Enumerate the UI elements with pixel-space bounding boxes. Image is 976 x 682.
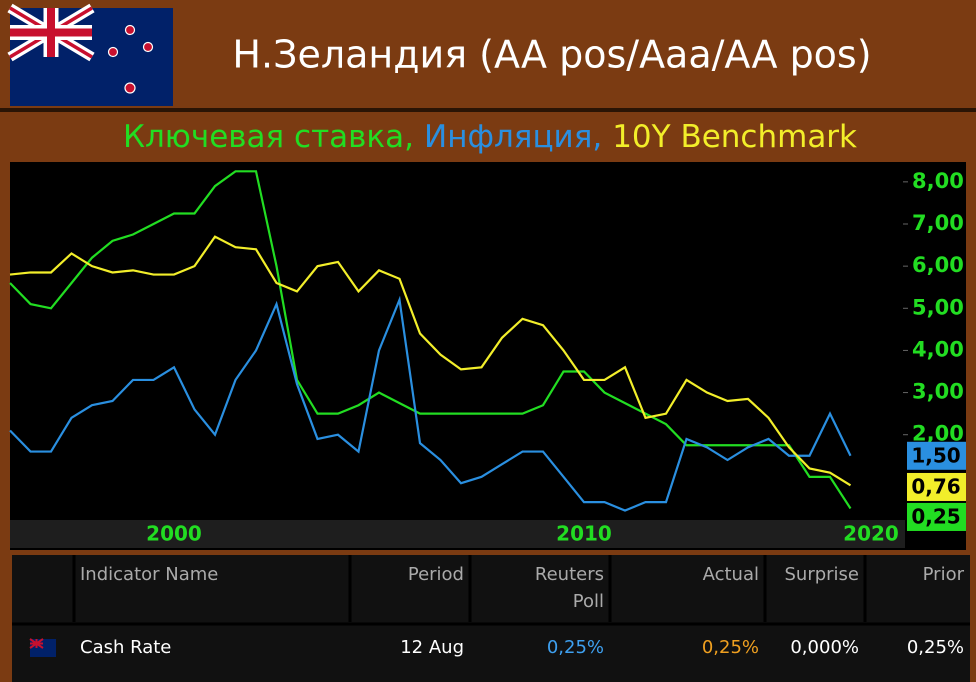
header-word: Reuters xyxy=(535,564,604,585)
current-value-badge xyxy=(907,472,966,501)
title: Н.Зеландия (AA pos/Aaa/AA pos) xyxy=(232,33,871,77)
table-cell: 0,25% xyxy=(702,637,759,658)
table-body: Indicator Name Period Reuters Poll Actual Sur… xyxy=(12,555,970,658)
y-tick-label: 2,00 xyxy=(912,422,964,446)
plot-area xyxy=(10,162,966,550)
table-cell: 0,25% xyxy=(547,637,604,658)
y-tick-label: 4,00 xyxy=(912,337,964,361)
table-cell: Cash Rate xyxy=(80,637,171,658)
current-value-label: 1,50 xyxy=(911,443,960,467)
flag-icon-cross xyxy=(29,638,44,649)
column-header: Reuters Poll xyxy=(535,564,604,612)
column-header: Actual xyxy=(703,564,759,585)
table xyxy=(12,555,970,682)
table-cell: 0,25% xyxy=(907,637,964,658)
current-value-badge xyxy=(907,441,966,470)
column-header: Prior xyxy=(923,564,965,585)
series-line xyxy=(9,235,852,487)
y-tick-label: 8,00 xyxy=(912,169,964,193)
column-header: Period xyxy=(408,564,464,585)
y-tick-label: 7,00 xyxy=(912,211,964,235)
x-tick-label: 2000 xyxy=(146,522,202,546)
series-line xyxy=(9,295,852,512)
current-value-badge xyxy=(907,502,966,531)
header-word: Poll xyxy=(573,591,604,612)
y-tick-label: 6,00 xyxy=(912,253,964,277)
flag xyxy=(7,3,173,106)
legend-entry: Ключевая ставка, xyxy=(123,119,414,155)
table-cell: 12 Aug xyxy=(400,637,464,658)
divider xyxy=(0,108,976,112)
current-value-label: 0,25 xyxy=(911,504,960,528)
x-tick-label: 2010 xyxy=(556,522,612,546)
series-line xyxy=(9,170,852,510)
legend: Ключевая ставка, Инфляция, 10Y Benchmark xyxy=(123,119,857,155)
table-cell: 0,000% xyxy=(790,637,859,658)
y-tick-label: 5,00 xyxy=(912,295,964,319)
legend-entry: 10Y Benchmark xyxy=(612,119,857,155)
legend-entry: Инфляция, xyxy=(424,119,602,155)
column-header: Surprise xyxy=(784,564,859,585)
x-axis-band xyxy=(10,520,905,548)
y-tick-label: 3,00 xyxy=(912,380,964,404)
x-tick-label: 2020 xyxy=(843,522,899,546)
current-value-label: 0,76 xyxy=(911,474,960,498)
column-header: Indicator Name xyxy=(80,564,218,585)
